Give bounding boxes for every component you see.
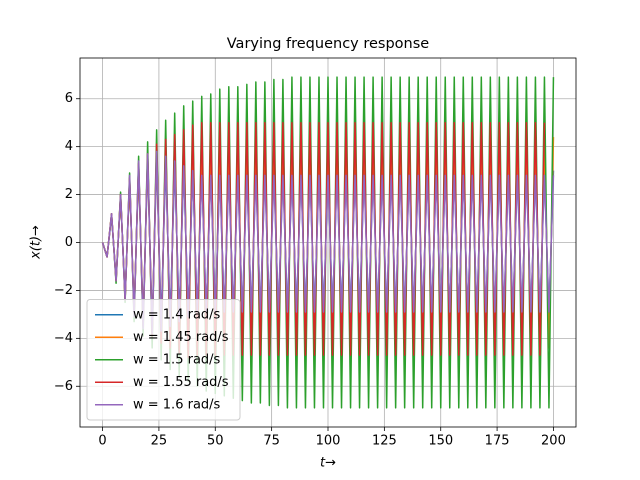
legend-label: w = 1.4 rad/s — [133, 307, 221, 322]
y-tick-label: 0 — [65, 235, 73, 250]
legend-label: w = 1.5 rad/s — [133, 352, 221, 367]
x-tick-label: 25 — [151, 434, 168, 449]
chart-title: Varying frequency response — [227, 36, 430, 52]
y-tick-label: −6 — [54, 379, 73, 394]
x-axis-label: t→ — [320, 456, 336, 471]
x-tick-label: 50 — [207, 434, 224, 449]
y-tick-label: −2 — [54, 283, 73, 298]
y-axis-label: x(t)→ — [29, 225, 44, 260]
x-tick-label: 0 — [98, 434, 106, 449]
x-tick-label: 125 — [372, 434, 397, 449]
x-tick-label: 150 — [428, 434, 453, 449]
y-tick-label: 6 — [65, 91, 73, 106]
y-tick-label: 2 — [65, 187, 73, 202]
legend-label: w = 1.45 rad/s — [133, 330, 229, 345]
legend-label: w = 1.55 rad/s — [133, 375, 229, 390]
x-tick-label: 100 — [316, 434, 341, 449]
series-line — [101, 150, 555, 335]
x-tick-label: 75 — [263, 434, 280, 449]
legend-label: w = 1.6 rad/s — [133, 397, 221, 412]
plot-frame — [79, 57, 577, 428]
y-tick-label: 4 — [65, 139, 73, 154]
x-tick-label: 200 — [541, 434, 566, 449]
x-tick-label: 175 — [485, 434, 510, 449]
legend-box — [86, 299, 241, 421]
y-tick-label: −4 — [54, 331, 73, 346]
